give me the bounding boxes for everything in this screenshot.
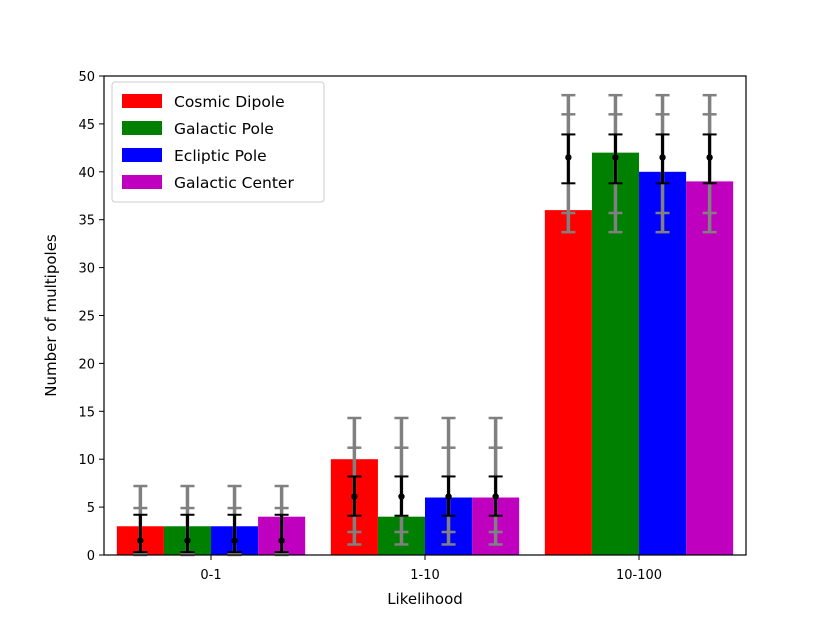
- y-tick-label: 45: [78, 118, 95, 133]
- bar-cosmic-dipole-10-100: [544, 210, 592, 555]
- errorbar-mean-marker: [445, 493, 452, 500]
- y-tick-label: 5: [87, 501, 95, 516]
- errorbar-mean-marker: [351, 493, 358, 500]
- errorbar-mean-marker: [565, 154, 572, 161]
- y-tick-label: 10: [78, 453, 95, 468]
- y-tick-label: 35: [78, 214, 95, 229]
- x-axis-label: Likelihood: [387, 590, 463, 608]
- legend-label-galactic-center: Galactic Center: [174, 174, 294, 192]
- errorbar-mean-marker: [492, 493, 499, 500]
- errorbar-mean-marker: [706, 154, 713, 161]
- y-tick-label: 0: [87, 549, 95, 564]
- y-tick-label: 40: [78, 166, 95, 181]
- y-axis-label: Number of multipoles: [42, 234, 60, 397]
- y-tick-label: 30: [78, 262, 95, 277]
- x-tick-label: 0-1: [200, 568, 221, 583]
- y-tick-label: 50: [78, 70, 95, 85]
- legend-label-cosmic-dipole: Cosmic Dipole: [174, 93, 285, 111]
- bar-ecliptic-pole-10-100: [639, 171, 687, 556]
- errorbar-mean-marker: [398, 493, 405, 500]
- legend-label-galactic-pole: Galactic Pole: [174, 120, 274, 138]
- legend-swatch-cosmic-dipole: [122, 94, 162, 108]
- y-tick-label: 15: [78, 405, 95, 420]
- errorbar-mean-marker: [231, 537, 238, 544]
- errorbar-mean-marker: [659, 154, 666, 161]
- legend-swatch-galactic-center: [122, 175, 162, 189]
- x-tick-label: 10-100: [616, 568, 662, 583]
- legend-swatch-ecliptic-pole: [122, 148, 162, 162]
- y-axis-ticks: 0 5 10 15 20 25 30 35 40 45 50: [78, 70, 104, 564]
- legend-swatch-galactic-pole: [122, 121, 162, 135]
- legend-box: [111, 81, 325, 203]
- x-tick-label: 1-10: [410, 568, 440, 583]
- bars-layer: [116, 152, 734, 556]
- errorbars-layer: [133, 93, 717, 557]
- x-axis-ticks: 0-1 1-10 10-100: [200, 555, 662, 583]
- errorbar-mean-marker: [137, 537, 144, 544]
- bar-galactic-center-10-100: [686, 181, 734, 555]
- y-tick-label: 25: [78, 310, 95, 325]
- y-tick-label: 20: [78, 357, 95, 372]
- errorbar-mean-marker: [278, 537, 285, 544]
- errorbar-mean-marker: [184, 537, 191, 544]
- legend-label-ecliptic-pole: Ecliptic Pole: [174, 147, 267, 165]
- legend: Cosmic Dipole Galactic Pole Ecliptic Pole G…: [111, 81, 325, 203]
- errorbar-mean-marker: [612, 154, 619, 161]
